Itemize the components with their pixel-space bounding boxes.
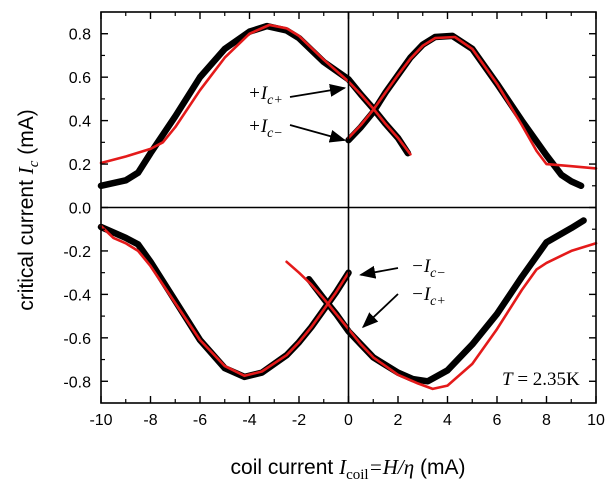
y-tick-label: 0.6 bbox=[69, 70, 91, 87]
temperature-label: T = 2.35K bbox=[502, 369, 580, 390]
y-tick-label: 0.4 bbox=[69, 114, 91, 131]
axis-ticks: -10 -8 -6 -4 -2 0 2 4 6 8 10 -0.8 -0.6 -0.4 -0.2 0.0 0.2… bbox=[63, 12, 605, 429]
x-tick-label: 4 bbox=[443, 412, 452, 429]
reference-lines bbox=[101, 12, 596, 403]
x-tick-label: 6 bbox=[493, 412, 502, 429]
annotation-arrow bbox=[361, 293, 399, 329]
series-layer bbox=[97, 22, 598, 391]
annotations: +Ic+ +Ic− −Ic− −Ic+ T = 2.35K bbox=[248, 83, 580, 390]
x-tick-label: -6 bbox=[193, 412, 207, 429]
annotation-arrow bbox=[359, 265, 399, 279]
red-fit-curve-4 bbox=[99, 23, 412, 165]
annotation-label: −Ic+ bbox=[411, 284, 446, 309]
annotation-arrow bbox=[289, 124, 347, 143]
y-tick-label: -0.2 bbox=[63, 244, 91, 261]
annotation-arrow bbox=[289, 84, 347, 98]
red-fit-curve-6 bbox=[99, 224, 350, 378]
x-tick-label: 0 bbox=[344, 412, 353, 429]
x-tick-label: -10 bbox=[89, 412, 112, 429]
annotation-label: +Ic− bbox=[248, 116, 283, 141]
y-tick-label: -0.8 bbox=[63, 374, 91, 391]
x-tick-label: -8 bbox=[143, 412, 157, 429]
red-fit-curve-5 bbox=[347, 35, 598, 170]
x-axis-title: coil current Icoil=H/η (mA) bbox=[231, 455, 466, 481]
x-tick-label: 10 bbox=[587, 412, 605, 429]
black-data-curve-0 bbox=[97, 22, 412, 190]
y-tick-label: 0.8 bbox=[69, 27, 91, 44]
annotation-label: +Ic+ bbox=[248, 83, 283, 108]
black-data-curve-3 bbox=[305, 217, 587, 385]
x-tick-label: 8 bbox=[542, 412, 551, 429]
y-tick-label: 0.0 bbox=[69, 201, 91, 218]
x-tick-label: -2 bbox=[292, 412, 306, 429]
y-tick-label: -0.6 bbox=[63, 331, 91, 348]
y-tick-label: 0.2 bbox=[69, 157, 91, 174]
y-tick-label: -0.4 bbox=[63, 287, 91, 304]
x-tick-label: 2 bbox=[394, 412, 403, 429]
x-tick-label: -4 bbox=[242, 412, 256, 429]
red-fit-curve-7 bbox=[285, 242, 598, 391]
y-axis-title: critical current Ic (mA) bbox=[14, 109, 42, 311]
annotation-label: −Ic− bbox=[411, 256, 446, 281]
